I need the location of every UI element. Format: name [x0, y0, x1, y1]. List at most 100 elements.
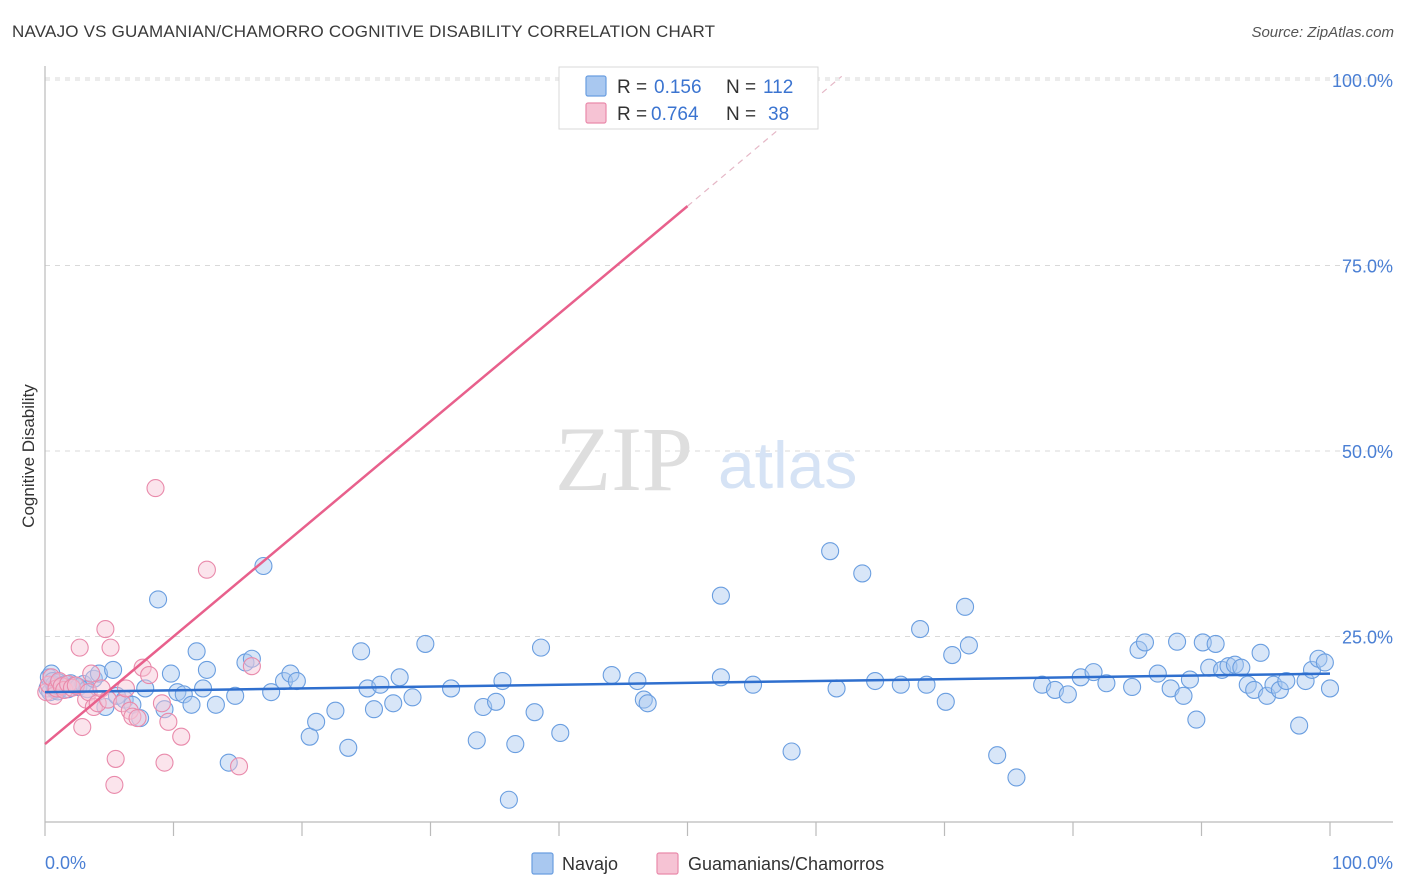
source-credit: Source: ZipAtlas.com [1251, 24, 1394, 41]
guam-trend-line [44, 205, 689, 746]
guam-point [133, 658, 152, 677]
navajo-point [602, 666, 621, 685]
navajo-point [467, 731, 486, 750]
navajo-point [853, 564, 872, 583]
navajo-point [182, 695, 201, 714]
x-tick-labels: 0.0% 100.0% [45, 853, 1393, 873]
guam-point [172, 727, 191, 746]
legend-bottom-navajo-label: Navajo [562, 854, 618, 874]
navajo-point [988, 746, 1007, 765]
guam-point [152, 694, 171, 713]
navajo-point [1251, 643, 1270, 662]
navajo-point [1296, 671, 1315, 691]
navajo-point [506, 735, 525, 754]
x-tick-label-0: 0.0% [45, 853, 86, 873]
navajo-point [281, 664, 300, 683]
navajo-point [1206, 634, 1225, 653]
navajo-point [326, 701, 345, 720]
guam-point [197, 560, 216, 579]
y-tick-label-1: 50.0% [1342, 442, 1393, 462]
navajo-point [525, 703, 544, 722]
navajo-point [1180, 670, 1199, 689]
navajo-point [364, 700, 384, 719]
navajo-point [711, 586, 730, 605]
navajo-point [226, 686, 245, 705]
navajo-point [1270, 680, 1289, 699]
navajo-point [206, 695, 225, 714]
legend-r-label-2: R = [617, 104, 647, 125]
navajo-point [104, 660, 123, 679]
navajo-point [1277, 671, 1296, 691]
navajo-point [499, 790, 518, 809]
navajo-point [911, 620, 930, 639]
navajo-point [187, 642, 206, 661]
navajo-point [743, 675, 763, 694]
guam-point [105, 775, 124, 794]
navajo-point [493, 671, 512, 691]
navajo-point [638, 694, 657, 713]
guam-point [155, 753, 174, 772]
legend-r-value-2: 0.764 [651, 104, 699, 125]
legend-bottom-navajo-swatch [531, 852, 554, 875]
guam-point [140, 666, 159, 685]
guam-point [146, 479, 165, 498]
navajo-point [416, 634, 435, 653]
navajo-point [254, 556, 273, 576]
y-tick-label-2: 75.0% [1342, 257, 1393, 277]
guam-point [82, 664, 101, 683]
guam-point [73, 717, 92, 737]
navajo-point [1129, 640, 1148, 659]
navajo-point [1148, 664, 1167, 683]
legend-n-label-1: N = [726, 77, 756, 98]
navajo-point [1123, 677, 1142, 697]
navajo-point [531, 638, 551, 657]
legend-n-value-2: 38 [768, 104, 789, 125]
navajo-point [390, 668, 409, 687]
navajo-point [821, 542, 840, 561]
navajo-point [1187, 710, 1206, 729]
legend-bottom-guam-label: Guamanians/Chamorros [688, 854, 884, 874]
guam-point [113, 694, 132, 713]
guam-point [88, 694, 107, 713]
y-tick-label-0: 25.0% [1342, 628, 1393, 648]
grid-lines [45, 77, 1393, 637]
navajo-trend-line [44, 672, 1331, 694]
legend-n-value-1: 112 [763, 77, 793, 98]
legend-navajo-swatch [585, 75, 607, 97]
navajo-point [1007, 768, 1026, 787]
legend-n-label-2: N = [726, 104, 756, 125]
navajo-point [371, 675, 390, 694]
navajo-point [287, 671, 306, 691]
navajo-point [1168, 632, 1187, 651]
guam-point [70, 638, 89, 657]
guam-point [128, 709, 147, 728]
navajo-point [1174, 686, 1193, 705]
navajo-point [1058, 685, 1077, 704]
navajo-point [219, 753, 238, 772]
navajo-point [943, 645, 962, 665]
navajo-point [403, 688, 422, 707]
navajo-point [628, 671, 647, 691]
guam-point [101, 638, 120, 657]
x-tick-label-1: 100.0% [1332, 853, 1393, 873]
legend-guam-swatch [585, 102, 607, 124]
y-tick-labels: 25.0% 50.0% 75.0% 100.0% [1332, 71, 1393, 648]
navajo-point [956, 597, 975, 616]
navajo-point [352, 642, 371, 661]
chart-title: NAVAJO VS GUAMANIAN/CHAMORRO COGNITIVE D… [12, 22, 716, 41]
navajo-point [486, 692, 506, 711]
navajo-point [194, 679, 213, 698]
legend-r-label-1: R = [617, 77, 647, 98]
guam-point [96, 620, 115, 639]
navajo-point [1135, 633, 1155, 652]
navajo-point [551, 723, 570, 743]
navajo-point [197, 660, 216, 679]
navajo-point [1315, 653, 1334, 672]
y-axis-label: Cognitive Disability [19, 384, 38, 528]
guam-point [242, 657, 261, 676]
guam-point [116, 679, 136, 698]
guam-points [37, 479, 261, 794]
navajo-point [161, 664, 180, 683]
guam-point [159, 712, 178, 731]
